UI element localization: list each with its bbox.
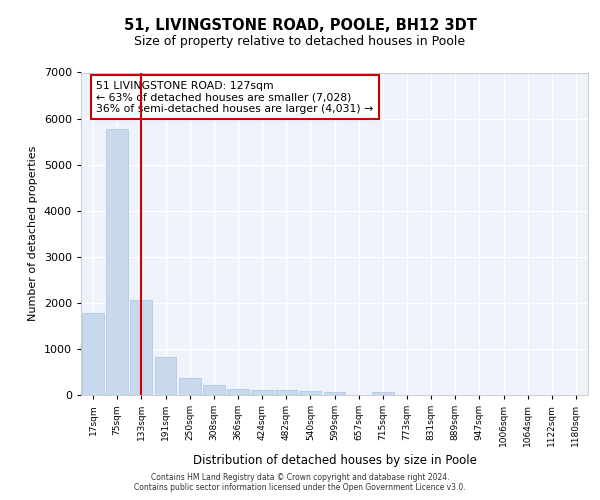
Text: 51 LIVINGSTONE ROAD: 127sqm
← 63% of detached houses are smaller (7,028)
36% of : 51 LIVINGSTONE ROAD: 127sqm ← 63% of det… [96,80,373,114]
Bar [155,357,176,395]
Bar [275,390,297,395]
Bar [227,389,249,395]
Bar [251,390,273,395]
Bar [203,385,224,395]
Text: Contains HM Land Registry data © Crown copyright and database right 2024.
Contai: Contains HM Land Registry data © Crown c… [134,473,466,492]
Bar [323,392,346,395]
Bar [130,300,152,395]
Bar [372,392,394,395]
X-axis label: Distribution of detached houses by size in Poole: Distribution of detached houses by size … [193,454,476,468]
Bar [106,129,128,395]
Bar [82,313,104,395]
Text: 51, LIVINGSTONE ROAD, POOLE, BH12 3DT: 51, LIVINGSTONE ROAD, POOLE, BH12 3DT [124,18,476,32]
Text: Size of property relative to detached houses in Poole: Size of property relative to detached ho… [134,35,466,48]
Y-axis label: Number of detached properties: Number of detached properties [28,146,38,322]
Bar [179,378,200,395]
Bar [299,392,321,395]
